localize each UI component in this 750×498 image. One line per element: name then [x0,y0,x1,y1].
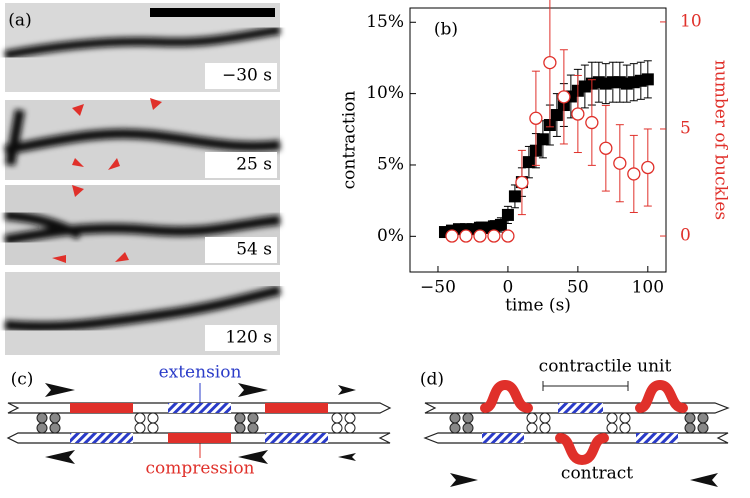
panel-label: (c) [11,370,34,390]
time-label: 120 s [225,328,272,348]
x-tick-label: 50 [567,278,589,298]
point [522,156,535,169]
panel-label: (d) [420,370,444,390]
time-label: 25 s [236,155,272,175]
point [613,156,627,170]
point [445,229,459,243]
point [543,55,557,70]
point [641,73,654,86]
y-tick-label: 0% [377,226,404,246]
point [487,229,501,243]
point [641,160,655,175]
point [599,141,613,155]
y2-axis-label: number of buckles [711,60,731,220]
x-tick-label: −50 [420,278,456,298]
y2-tick-label: 0 [680,226,691,246]
point [473,229,487,243]
point [494,218,507,231]
panel-label: (b) [434,20,458,40]
point [536,133,549,146]
time-label: −30 s [222,66,272,86]
plot-frame [409,7,667,273]
micrograph-2 [4,98,281,180]
y-axis-label: contraction [340,91,360,190]
point [501,208,514,221]
y-tick-label: 15% [366,12,404,32]
point [585,115,599,130]
label-contractile-unit: contractile unit [539,357,672,377]
micrograph-4 [4,272,282,355]
micrograph-3 [4,185,281,265]
micrograph-1 [4,3,281,92]
y-tick-label: 10% [366,83,404,103]
x-tick-label: 0 [503,278,514,298]
point [501,229,515,243]
x-axis-label: time (s) [505,296,571,316]
label-extension: extension [159,363,242,383]
point [571,107,585,121]
diagram-d: (d) contractile unit contract [420,357,730,487]
point [627,167,641,181]
y-tick-label: 5% [377,154,404,174]
panel-label: (a) [8,11,31,31]
point [529,111,543,125]
label-contract: contract [561,464,633,484]
y2-tick-label: 5 [680,118,691,138]
scale-bar [150,8,275,17]
diagram-c: (c) extension compression [6,363,392,479]
point [515,175,529,190]
chart: −50 0 50 100 0% 5% 10% 15% 0 5 10 time (s) contracti… [340,0,731,316]
point [550,109,563,122]
x-tick-label: 100 [632,278,664,298]
point [459,229,473,243]
label-compression: compression [145,459,254,479]
time-label: 54 s [236,240,272,260]
point [508,190,521,203]
y2-tick-label: 10 [680,11,702,31]
point [557,90,571,104]
